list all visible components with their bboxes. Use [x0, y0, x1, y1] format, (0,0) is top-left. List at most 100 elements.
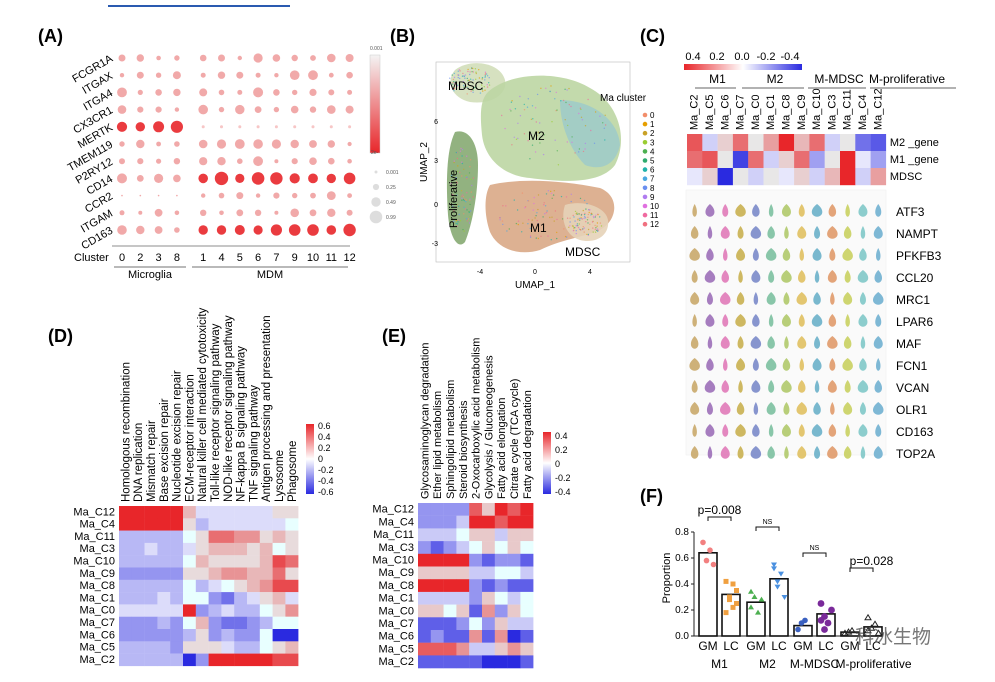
violin-ccl20-c11	[857, 270, 869, 283]
dot-tmem119-c9	[290, 139, 299, 149]
umap-point	[539, 142, 541, 144]
umap-point	[587, 98, 589, 101]
d-cell-r6-c2	[144, 579, 158, 593]
umap-point	[570, 105, 572, 108]
violin-mrc1-c9	[830, 292, 835, 305]
e-cell-r2-c1	[430, 528, 444, 542]
violin-vcan-c4	[751, 380, 761, 393]
dot-tmem119-c4	[216, 139, 227, 149]
d-cell-r4-c3	[157, 555, 171, 568]
panel-a-cluster-ticks: 0 2 3 8 1 4 5 6 7 9 10 11 12	[119, 252, 356, 264]
d-cell-r10-c11	[259, 629, 273, 642]
dot-cd14-c0	[117, 173, 127, 184]
e-pathway-1: Ether lipid metabolism	[432, 391, 444, 499]
panel-c-group-labels: M1 M2 M-MDSC M-proliferative	[695, 72, 956, 89]
umap-point	[502, 205, 504, 207]
umap-point	[462, 198, 465, 201]
d-pathway-7: Toll-like receptor signaling pathway	[210, 323, 222, 502]
f-bar-m1-gm	[698, 551, 718, 637]
dot-itga4-c7	[273, 89, 280, 96]
panel-a: (A) FCGR1AITGAXITGA4CX3CR1MERTKTMEM119P2…	[38, 26, 399, 281]
violin-nampt-c8	[814, 226, 821, 239]
f-group-label-0: M1	[711, 657, 728, 671]
e-row-label-1: Ma_C4	[379, 516, 414, 528]
umap-point	[594, 216, 596, 218]
e-cell-r4-c6	[494, 553, 508, 567]
d-cell-r7-c4	[170, 592, 184, 605]
umap-point	[584, 125, 587, 127]
dot-cd14-c4	[214, 171, 229, 186]
umap-point	[463, 86, 465, 88]
dot-cd163-c4	[216, 225, 227, 235]
umap-point	[527, 140, 529, 142]
d-pathway-10: TNF signaling pathway	[248, 385, 260, 502]
d-cell-r10-c6	[195, 629, 209, 642]
umap-point	[472, 196, 474, 198]
umap-point	[578, 223, 580, 225]
c-scale-tick-1: 0.2	[709, 51, 724, 63]
f-sig-label-0: p=0.008	[698, 503, 742, 517]
e-cell-r2-c2	[443, 528, 457, 542]
d-cell-r9-c5	[183, 616, 196, 630]
e-pathway-7: Citrate cycle (TCA cycle)	[509, 379, 521, 499]
violin-ccl20-c9	[827, 270, 837, 283]
umap-point	[488, 77, 490, 79]
umap-legend-label-7: 7	[650, 175, 655, 184]
umap-point	[584, 148, 586, 150]
d-row-label-7: Ma_C1	[80, 592, 115, 604]
d-cell-r1-c2	[144, 518, 158, 531]
umap-point	[513, 199, 515, 201]
umap-legend-dot-8	[642, 185, 648, 191]
d-row-label-6: Ma_C8	[80, 580, 115, 592]
umap-point	[540, 87, 542, 90]
violin-maf-c3	[737, 336, 744, 349]
umap-point	[466, 220, 468, 222]
violin-gene-top2a: TOP2A	[896, 447, 935, 461]
dot-mertk-c10	[311, 125, 315, 129]
e-cell-r4-c1	[430, 553, 444, 567]
umap-point	[469, 198, 471, 200]
umap-point	[556, 150, 558, 152]
dot-p2ry12-c8	[173, 158, 181, 165]
d-cell-r9-c8	[221, 616, 235, 630]
cluster-tick-12: 12	[343, 252, 355, 264]
d-cell-r11-c10	[247, 641, 260, 654]
e-cell-r3-c8	[520, 541, 534, 554]
dot-fcgr1a-c11	[327, 53, 336, 63]
dot-itgam-c5	[236, 209, 244, 217]
umap-point	[545, 193, 548, 195]
dot-cx3cr1-c10	[309, 106, 317, 113]
d-cell-r1-c11	[259, 518, 273, 531]
umap-point	[530, 118, 533, 121]
violin-atf3-c8	[811, 204, 823, 217]
f-point-0-0-1	[703, 557, 710, 564]
dot-cd163-c0	[117, 225, 127, 235]
violin-nampt-c2	[720, 226, 730, 239]
d-cell-r8-c5	[183, 604, 196, 617]
dot-cx3cr1-c12	[345, 105, 354, 114]
umap-point	[501, 220, 504, 222]
e-cell-r4-c7	[507, 553, 521, 567]
f-point-1-0-2	[755, 609, 761, 615]
umap-point	[457, 165, 459, 167]
violin-top2a-c0	[690, 446, 699, 459]
d-cell-r1-c10	[247, 518, 260, 531]
panel-c-row-labels: M2 _gene M1 _gene MDSC	[890, 137, 939, 183]
violin-olr1-c0	[690, 402, 700, 415]
umap-point	[481, 88, 484, 91]
violin-nampt-c7	[797, 226, 807, 239]
e-cell-r6-c0	[418, 579, 431, 593]
size-legend-dot-1	[372, 183, 380, 191]
violin-vcan-c0	[691, 380, 698, 393]
d-cell-r3-c8	[221, 542, 235, 556]
umap-point	[462, 72, 464, 75]
umap-legend-dot-2	[642, 130, 648, 136]
violin-olr1-c10	[843, 402, 853, 415]
d-cell-r1-c5	[183, 518, 196, 531]
dot-cx3cr1-c11	[327, 105, 336, 114]
e-cell-r11-c4	[469, 642, 483, 656]
umap-point	[593, 142, 596, 144]
violin-olr1-c5	[766, 402, 776, 415]
umap-point	[578, 217, 581, 220]
e-scale-tick-1: 0.2	[555, 445, 568, 455]
